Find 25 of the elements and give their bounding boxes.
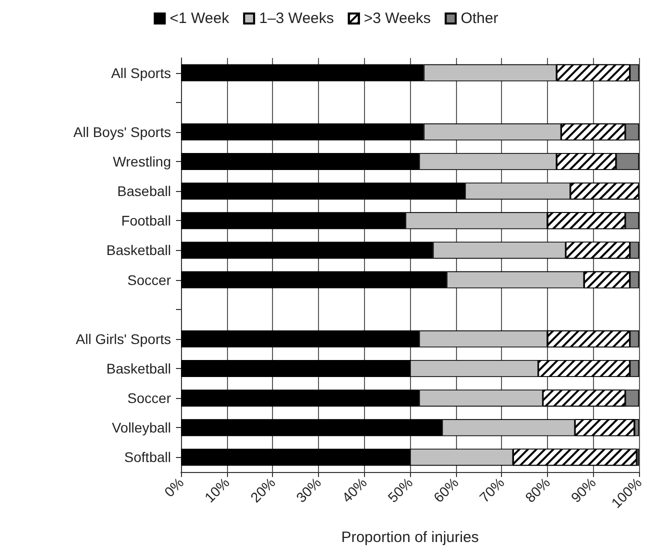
legend-label: Other xyxy=(460,10,498,27)
y-tick-label: Football xyxy=(121,212,171,229)
y-tick-label: Soccer xyxy=(127,390,172,406)
x-tick-label: 90% xyxy=(568,474,599,506)
legend-label: >3 Weeks xyxy=(364,10,431,27)
y-tick-label: Volleyball xyxy=(112,420,171,436)
x-tick-label: 70% xyxy=(476,474,508,506)
y-tick-label: All Boys' Sports xyxy=(73,124,171,140)
legend-label: <1 Week xyxy=(170,10,230,27)
x-tick-label: 50% xyxy=(384,474,416,506)
x-tick-label: 80% xyxy=(522,474,554,506)
y-tick-label: All Girls' Sports xyxy=(76,330,171,347)
y-tick-label: Basketball xyxy=(106,360,171,376)
x-tick-label: 0% xyxy=(161,474,187,500)
y-tick-label: Soccer xyxy=(127,272,172,288)
y-tick-label: All Sports xyxy=(111,64,171,81)
y-tick-label: Wrestling xyxy=(112,154,171,170)
x-tick-label: 60% xyxy=(430,474,462,506)
x-axis-title: Proportion of injuries xyxy=(341,529,479,546)
y-tick-label: Basketball xyxy=(106,242,171,258)
x-tick-label: 30% xyxy=(292,474,324,506)
x-tick-label: 40% xyxy=(338,474,370,506)
y-tick-label: Softball xyxy=(124,449,171,466)
legend-label: 1–3 Weeks xyxy=(259,10,334,27)
y-tick-label: Baseball xyxy=(117,183,171,200)
